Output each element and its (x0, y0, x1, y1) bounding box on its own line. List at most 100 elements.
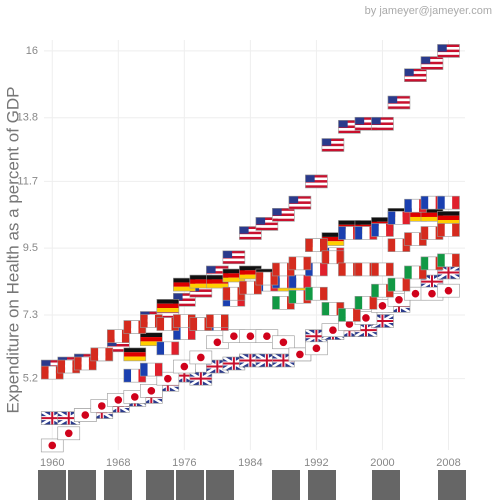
flag-stripe (305, 238, 313, 252)
flag-stripe (420, 64, 443, 67)
flag-stripe (255, 222, 278, 226)
flag-marker (437, 44, 460, 58)
flag-stripe (288, 286, 311, 292)
flag-stripe (362, 296, 370, 310)
flag-stripe (321, 148, 344, 152)
flag-stripe (272, 286, 295, 292)
flag-marker (404, 68, 427, 83)
flag-border (206, 314, 229, 328)
flag-border (173, 359, 196, 374)
flag-stripe (173, 295, 196, 299)
flag-stripe (354, 127, 377, 131)
flag-stripe (173, 298, 196, 302)
flag-marker (305, 286, 328, 301)
flag-stripe (320, 262, 328, 276)
flag-disc (81, 411, 90, 419)
flag-stripe (123, 347, 146, 353)
flag-stripe (239, 234, 262, 237)
flag-marker (123, 347, 147, 362)
flag-stripe (420, 226, 429, 240)
flag-disc (246, 332, 255, 340)
flag-stripe (437, 44, 460, 48)
flag-marker (371, 223, 394, 237)
flag-stripe (437, 47, 460, 50)
x-tick-label: 1984 (238, 457, 262, 469)
flag-border (305, 341, 328, 356)
credit: by jameyer@jameyer.com (365, 5, 492, 17)
flag-stripe (420, 56, 443, 60)
flag-marker (156, 341, 180, 356)
flag-stripe (189, 275, 212, 280)
flag-stripe (354, 119, 377, 123)
flag-stripe (387, 103, 410, 107)
flag-stripe (404, 216, 427, 222)
flag-stripe (437, 220, 460, 225)
flag-border (140, 332, 163, 347)
flag-stripe (288, 203, 311, 207)
flag-stripe (378, 284, 387, 298)
flag-stripe (420, 256, 429, 270)
flag-stripe (321, 138, 344, 142)
flag-stripe (156, 313, 179, 316)
flag-stripe (404, 76, 427, 80)
photo-strip (38, 470, 466, 500)
flag-stripe (437, 211, 460, 216)
flag-marker (387, 277, 411, 292)
flag-stripe (312, 287, 321, 301)
flag-marker (288, 256, 312, 271)
flag-border (90, 347, 114, 362)
y-tick-label: 11.7 (17, 175, 38, 187)
flag-marker (189, 350, 213, 365)
flag-stripe (305, 182, 328, 186)
flag-canton (222, 250, 233, 258)
flag-marker (354, 296, 378, 310)
flag-stripe (321, 302, 330, 316)
flag-stripe (437, 54, 460, 58)
flag-stripe (272, 213, 295, 217)
flag-border (437, 195, 460, 210)
flag-stripe (411, 199, 420, 213)
flag-marker (371, 262, 394, 277)
flag-stripe (387, 208, 410, 213)
flag-stripe (279, 275, 288, 289)
flag-disc (230, 332, 238, 340)
flag-stripe (305, 174, 328, 178)
flag-stripe (428, 226, 436, 240)
flag-stripe (123, 352, 146, 357)
flag-stripe (147, 314, 155, 328)
flag-stripe (305, 180, 328, 183)
flag-stripe (338, 308, 346, 322)
flag-stripe (107, 329, 115, 343)
flag-stripe (387, 106, 410, 110)
flag-stripe (305, 177, 328, 181)
flag-stripe (255, 272, 264, 286)
flag-stripe (387, 238, 396, 252)
flag-stripe (395, 278, 403, 292)
flag-stripe (272, 262, 280, 276)
flag-border (437, 253, 460, 268)
flag-disc (362, 314, 370, 322)
flag-stripe (338, 130, 361, 134)
flag-stripe (321, 143, 344, 147)
flag-stripe (239, 231, 262, 235)
flag-stripe (272, 296, 280, 310)
flag-border (140, 384, 163, 398)
flag-stripe (164, 341, 172, 355)
flag-stripe (338, 128, 361, 131)
flag-stripe (320, 287, 328, 301)
flag-border (420, 56, 444, 70)
flag-border (156, 371, 180, 386)
flag-stripe (387, 98, 410, 102)
y-tick-label: 9.5 (23, 242, 38, 254)
flag-stripe (329, 250, 337, 264)
flag-canton (255, 217, 266, 225)
flag-stripe (222, 250, 245, 254)
flag-stripe (206, 265, 229, 269)
flag-stripe (420, 212, 443, 217)
flag-disc (395, 295, 403, 304)
flag-stripe (222, 253, 245, 256)
flag-marker (140, 362, 163, 377)
flag-stripe (354, 122, 377, 126)
flag-border (156, 341, 180, 356)
